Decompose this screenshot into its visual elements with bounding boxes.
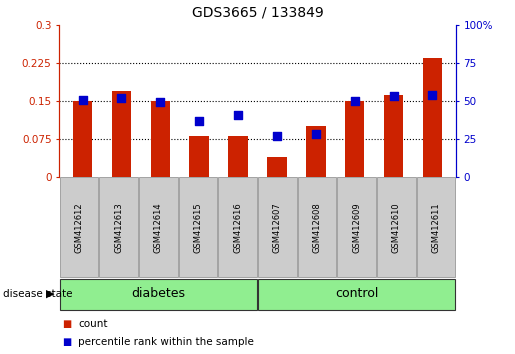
Text: ■: ■ <box>62 319 71 329</box>
Bar <box>423 58 442 177</box>
Point <box>312 131 320 136</box>
Bar <box>345 101 365 177</box>
Text: ■: ■ <box>62 337 71 347</box>
Text: GSM412614: GSM412614 <box>154 202 163 253</box>
Point <box>78 97 87 103</box>
Point <box>273 133 281 139</box>
Bar <box>384 95 403 177</box>
Point <box>351 98 359 104</box>
Text: GSM412607: GSM412607 <box>273 202 282 253</box>
Bar <box>228 136 248 177</box>
Text: count: count <box>78 319 108 329</box>
Text: GSM412610: GSM412610 <box>392 202 401 253</box>
Bar <box>112 91 131 177</box>
Text: GSM412613: GSM412613 <box>114 202 123 253</box>
Point <box>156 99 164 105</box>
Point <box>428 92 437 98</box>
Text: diabetes: diabetes <box>131 287 185 300</box>
Text: GSM412616: GSM412616 <box>233 202 242 253</box>
Text: GSM412615: GSM412615 <box>194 202 202 253</box>
Text: disease state: disease state <box>3 289 72 299</box>
Text: GDS3665 / 133849: GDS3665 / 133849 <box>192 5 323 19</box>
Text: GSM412609: GSM412609 <box>352 202 361 253</box>
Point <box>195 118 203 124</box>
Text: control: control <box>335 287 379 300</box>
Text: ▶: ▶ <box>46 289 54 299</box>
Text: GSM412611: GSM412611 <box>432 202 440 253</box>
Point <box>389 93 398 99</box>
Bar <box>306 126 325 177</box>
Bar <box>150 101 170 177</box>
Bar <box>73 101 92 177</box>
Text: GSM412612: GSM412612 <box>75 202 83 253</box>
Text: percentile rank within the sample: percentile rank within the sample <box>78 337 254 347</box>
Bar <box>190 136 209 177</box>
Point <box>117 95 126 101</box>
Bar <box>267 157 287 177</box>
Text: GSM412608: GSM412608 <box>313 202 321 253</box>
Point <box>234 113 242 118</box>
